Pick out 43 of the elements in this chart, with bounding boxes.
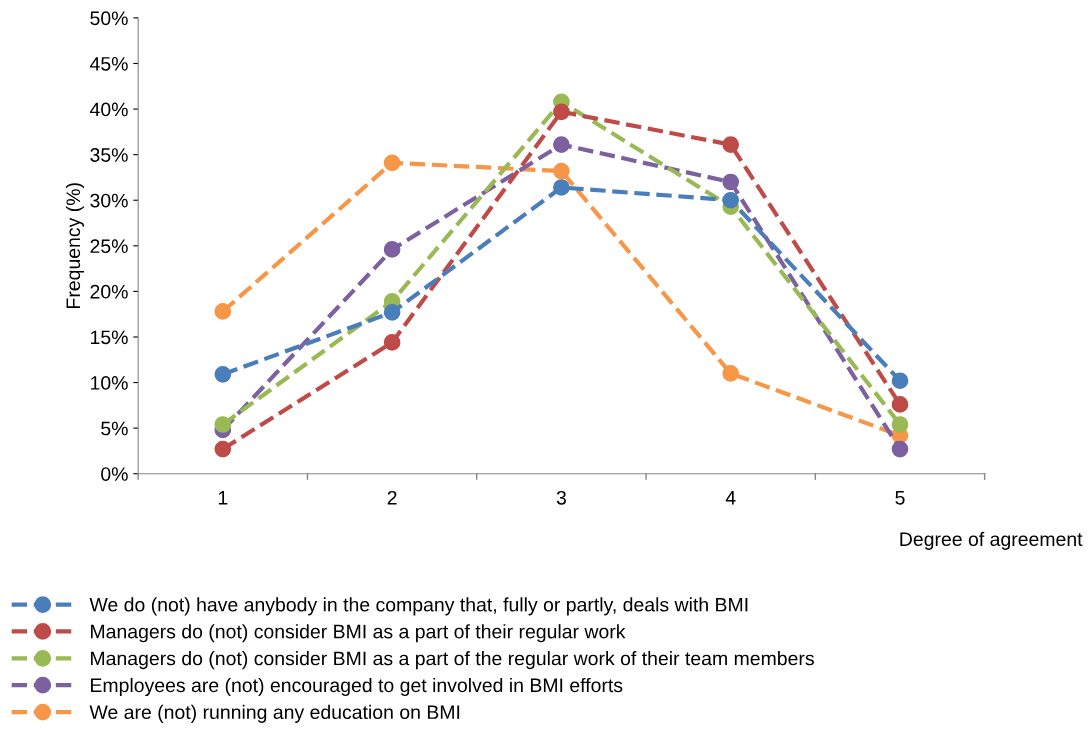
y-tick-label: 25% bbox=[90, 239, 128, 254]
x-tick-label: 1 bbox=[218, 491, 228, 505]
y-tick-label: 35% bbox=[90, 148, 128, 162]
legend-label: Managers do (not) consider BMI as a part of their regular work bbox=[91, 624, 626, 643]
x-tick-label: 2 bbox=[387, 490, 397, 505]
y-tick-label: 50% bbox=[90, 11, 128, 26]
x-axis-title: Degree of agreement bbox=[900, 531, 1083, 550]
x-tick-label: 3 bbox=[556, 490, 566, 505]
point bbox=[553, 136, 570, 153]
point bbox=[722, 173, 740, 191]
point bbox=[383, 241, 401, 258]
point bbox=[383, 334, 401, 351]
legend-label: Managers do (not) consider BMI as a part of the regular work of their team members bbox=[91, 651, 814, 670]
y-tick-label: 30% bbox=[90, 193, 128, 208]
y-tick-label: 10% bbox=[91, 376, 128, 390]
point bbox=[722, 365, 740, 382]
y-tick-label: 15% bbox=[91, 330, 128, 345]
point bbox=[214, 366, 232, 383]
point bbox=[214, 303, 232, 320]
point bbox=[553, 179, 570, 196]
y-tick-label: 40% bbox=[89, 102, 128, 117]
point bbox=[722, 191, 740, 209]
y-tick-label: 0% bbox=[101, 467, 128, 481]
point bbox=[383, 154, 401, 172]
point bbox=[214, 416, 232, 433]
y-tick-label: 45% bbox=[89, 57, 128, 71]
point bbox=[214, 440, 232, 458]
x-tick-label: 4 bbox=[725, 491, 736, 505]
x-tick-label: 5 bbox=[895, 491, 905, 505]
point bbox=[553, 162, 570, 180]
point bbox=[891, 396, 909, 413]
point bbox=[891, 416, 909, 433]
point bbox=[383, 304, 401, 321]
legend-label: We are (not) running any education on BMI bbox=[89, 704, 460, 723]
y-tick-label: 5% bbox=[101, 421, 128, 436]
y-axis-title: Frequency (%) bbox=[65, 183, 84, 308]
point bbox=[891, 440, 909, 458]
legend-label: Employees are (not) encouraged to get involved in BMI efforts bbox=[91, 677, 623, 697]
point bbox=[722, 136, 740, 153]
y-tick-label: 20% bbox=[90, 284, 128, 299]
point bbox=[891, 372, 909, 390]
legend-label: We do (not) have anybody in the company that, fully or partly, deals with BMI bbox=[89, 597, 748, 616]
point bbox=[553, 103, 570, 121]
